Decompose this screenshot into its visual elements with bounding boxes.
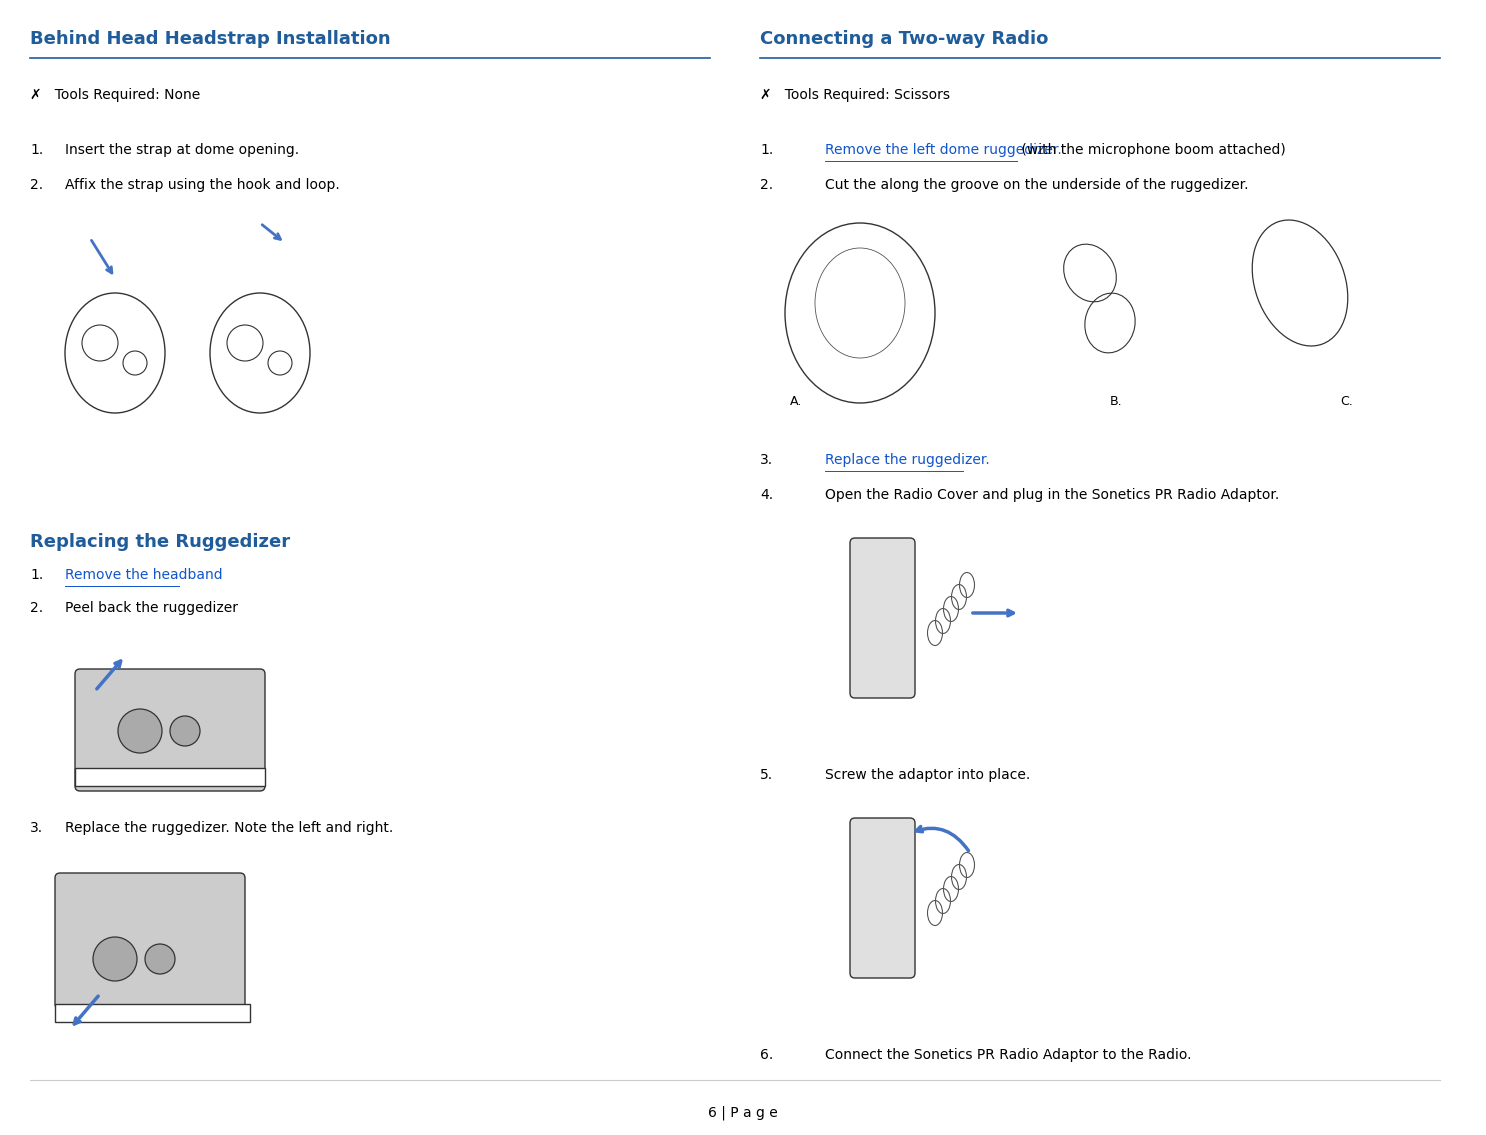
FancyBboxPatch shape bbox=[74, 669, 265, 791]
Text: Remove the left dome ruggedizer.: Remove the left dome ruggedizer. bbox=[825, 143, 1062, 157]
Text: (with the microphone boom attached): (with the microphone boom attached) bbox=[1016, 143, 1285, 157]
Text: 6.: 6. bbox=[759, 1048, 773, 1062]
Circle shape bbox=[94, 938, 137, 981]
Text: Affix the strap using the hook and loop.: Affix the strap using the hook and loop. bbox=[65, 178, 340, 192]
FancyBboxPatch shape bbox=[850, 818, 915, 978]
Text: 2.: 2. bbox=[759, 178, 773, 192]
Text: Peel back the ruggedizer: Peel back the ruggedizer bbox=[65, 602, 238, 615]
Text: Connect the Sonetics PR Radio Adaptor to the Radio.: Connect the Sonetics PR Radio Adaptor to… bbox=[825, 1048, 1192, 1062]
Text: Cut the along the groove on the underside of the ruggedizer.: Cut the along the groove on the undersid… bbox=[825, 178, 1248, 192]
Text: Connecting a Two-way Radio: Connecting a Two-way Radio bbox=[759, 30, 1049, 48]
Text: Replacing the Ruggedizer: Replacing the Ruggedizer bbox=[30, 533, 290, 550]
Text: 6 | P a g e: 6 | P a g e bbox=[709, 1105, 777, 1119]
Text: Replace the ruggedizer.: Replace the ruggedizer. bbox=[825, 453, 990, 466]
Circle shape bbox=[117, 709, 162, 753]
FancyBboxPatch shape bbox=[850, 538, 915, 698]
Text: Open the Radio Cover and plug in the Sonetics PR Radio Adaptor.: Open the Radio Cover and plug in the Son… bbox=[825, 488, 1279, 502]
Text: Replace the ruggedizer. Note the left and right.: Replace the ruggedizer. Note the left an… bbox=[65, 821, 394, 835]
FancyBboxPatch shape bbox=[55, 873, 245, 1009]
Text: 4.: 4. bbox=[759, 488, 773, 502]
Text: Remove the headband: Remove the headband bbox=[65, 568, 223, 582]
Text: 1.: 1. bbox=[30, 568, 43, 582]
Text: Insert the strap at dome opening.: Insert the strap at dome opening. bbox=[65, 143, 299, 157]
Text: 1.: 1. bbox=[759, 143, 773, 157]
Text: ✗   Tools Required: None: ✗ Tools Required: None bbox=[30, 89, 201, 102]
Text: A.: A. bbox=[791, 395, 802, 407]
Text: ✗   Tools Required: Scissors: ✗ Tools Required: Scissors bbox=[759, 89, 950, 102]
Bar bbox=[55, 1004, 250, 1022]
Text: 2.: 2. bbox=[30, 178, 43, 192]
Circle shape bbox=[146, 944, 175, 974]
Text: 5.: 5. bbox=[759, 768, 773, 782]
Text: 1.: 1. bbox=[30, 143, 43, 157]
Text: C.: C. bbox=[1340, 395, 1352, 407]
Text: Screw the adaptor into place.: Screw the adaptor into place. bbox=[825, 768, 1030, 782]
Text: Behind Head Headstrap Installation: Behind Head Headstrap Installation bbox=[30, 30, 391, 48]
Text: 2.: 2. bbox=[30, 602, 43, 615]
Text: B.: B. bbox=[1110, 395, 1122, 407]
Circle shape bbox=[169, 716, 201, 746]
Text: 3.: 3. bbox=[759, 453, 773, 466]
Bar bbox=[74, 768, 265, 787]
Text: 3.: 3. bbox=[30, 821, 43, 835]
